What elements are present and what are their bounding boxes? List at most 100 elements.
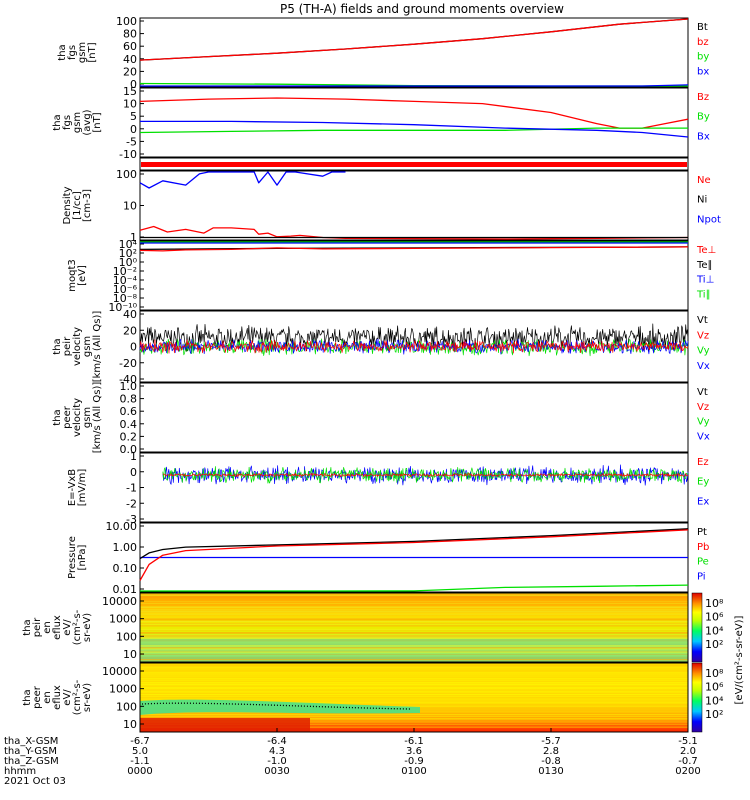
- x-axis-row-label: tha_Z-GSM: [4, 756, 59, 767]
- ytick-label: 100: [116, 15, 137, 28]
- ylabel-line: tha: [57, 44, 68, 60]
- ytick-label: 10⁻¹⁰: [108, 301, 137, 314]
- xtick-value: 2.0: [680, 746, 696, 757]
- ylabel-line: tha: [22, 619, 33, 635]
- xtick-value: -5.1: [678, 736, 698, 747]
- legend-Vt: Vt: [697, 387, 708, 398]
- xtick-value: -0.8: [541, 756, 561, 767]
- series-Npot: [139, 171, 346, 189]
- panel-p10: 10000 1000 100 10 tha peer en eflux eV/(cm²-s-sr…: [22, 662, 724, 733]
- xtick-value: -1.1: [130, 756, 150, 767]
- legend-bx: bx: [697, 66, 709, 77]
- spacecraft-potential-line: [141, 702, 411, 710]
- ytick-label: 1.0: [120, 380, 138, 393]
- ytick-label: 1: [130, 231, 137, 244]
- xtick-value: 0200: [675, 766, 700, 777]
- legend-bz: bz: [697, 37, 709, 48]
- ylabel-line: [nT]: [92, 112, 103, 132]
- ylabel-line: [km/s (All Qs)]: [92, 382, 103, 454]
- series-By: [139, 127, 688, 134]
- colorbar-tick: 10⁴: [705, 624, 724, 637]
- x-axis-row-label: 2021 Oct 03: [4, 776, 66, 787]
- ylabel-line: moqt3: [67, 259, 78, 292]
- ytick-label: 0.8: [120, 393, 138, 406]
- ytick-label: 10⁴: [119, 238, 138, 251]
- ytick-label: 40: [123, 308, 137, 321]
- legend-Vz: Vz: [697, 402, 709, 413]
- ytick-label: 5: [130, 110, 137, 123]
- legend-Vz: Vz: [697, 330, 709, 341]
- ylabel-line: gsm: [82, 407, 93, 428]
- ylabel-line: eV/: [62, 689, 73, 706]
- ytick-label: 20: [123, 65, 137, 78]
- legend-Te∥: Te∥: [696, 260, 713, 271]
- legend-Ti∥: Ti∥: [696, 289, 711, 300]
- series-Pe: [140, 584, 689, 592]
- ylabel-line: fgs: [62, 115, 73, 130]
- ytick-label: -2: [126, 497, 137, 510]
- ylabel-line: [1/cc]: [72, 191, 83, 220]
- frame-p9: [139, 592, 689, 663]
- xtick-value: 5.0: [132, 746, 148, 757]
- legend-Te⊥: Te⊥: [696, 245, 716, 256]
- legend-Bt: Bt: [697, 22, 708, 33]
- legend-By: By: [697, 112, 710, 123]
- xtick-value: 2.8: [543, 746, 559, 757]
- ytick-label: 40: [123, 53, 137, 66]
- legend-Pb: Pb: [697, 542, 709, 553]
- ytick-label: 0.2: [120, 430, 138, 443]
- legend-Ti⊥: Ti⊥: [696, 275, 714, 286]
- xtick-value: 0130: [538, 766, 563, 777]
- ylabel-line: E=-VxB: [67, 469, 78, 506]
- ytick-label: 1000: [109, 683, 137, 696]
- xtick-value: -0.9: [404, 756, 424, 767]
- series-Bz: [139, 97, 689, 129]
- ytick-label: 10: [123, 718, 137, 731]
- ylabel-line: peir: [32, 617, 43, 637]
- panel-p7: 1 0 -1 -2 -3 E=-VxB [mV/m] Ez Ey Ex: [67, 450, 709, 526]
- heatmap-p9: [140, 593, 688, 662]
- ytick-label: 0: [130, 341, 137, 354]
- ylabel-line: [km/s (All Qs)]: [92, 311, 103, 383]
- ytick-label: 0.0: [120, 443, 138, 456]
- x-axis-row-label: tha_Y-GSM: [4, 746, 57, 757]
- xtick-value: 4.3: [269, 746, 285, 757]
- colorbar-tick: 10⁶: [705, 611, 724, 624]
- ylabel-line: tha: [52, 114, 63, 130]
- ytick-label: 1000: [109, 613, 137, 626]
- legend-Vx: Vx: [697, 361, 710, 372]
- ytick-label: 0: [130, 78, 137, 91]
- ylabel-line: [nPa]: [77, 544, 88, 570]
- ytick-label: 0.01: [113, 583, 138, 596]
- legend-Pe: Pe: [697, 557, 709, 568]
- colorbar: [691, 662, 703, 733]
- colorbar-label: [eV/(cm²-s-sr-eV)]: [734, 615, 745, 704]
- ytick-label: 100: [116, 700, 137, 713]
- xtick-value: -1.0: [267, 756, 287, 767]
- ylabel-line: sr-eV): [82, 613, 93, 642]
- ylabel-line: tha: [52, 338, 63, 354]
- ytick-label: 1: [130, 450, 137, 463]
- ytick-label: 60: [123, 40, 137, 53]
- series-Vx: [139, 338, 689, 355]
- ylabel-line: peer: [62, 405, 73, 429]
- ytick-label: 15: [123, 85, 137, 98]
- ytick-label: -40: [119, 373, 137, 386]
- legend-Vy: Vy: [697, 417, 710, 428]
- series-Pb: [139, 529, 689, 581]
- ylabel-line: gsm: [72, 112, 83, 133]
- ylabel-line: velocity: [72, 398, 83, 437]
- colorbar-tick: 10⁴: [705, 694, 724, 707]
- ytick-label: 10: [123, 200, 137, 213]
- ytick-label: 10000: [102, 595, 137, 608]
- legend-Ey: Ey: [697, 477, 709, 488]
- ylabel-line: peer: [32, 685, 43, 709]
- ylabel-line: eflux: [52, 685, 63, 710]
- legend-Npot: Npot: [697, 214, 721, 225]
- xtick-value: 3.6: [406, 746, 422, 757]
- ytick-label: 0.6: [120, 405, 138, 418]
- ylabel-line: sr-eV): [82, 683, 93, 712]
- ylabel-line: tha: [52, 409, 63, 425]
- ylabel-line: (avg): [82, 109, 93, 135]
